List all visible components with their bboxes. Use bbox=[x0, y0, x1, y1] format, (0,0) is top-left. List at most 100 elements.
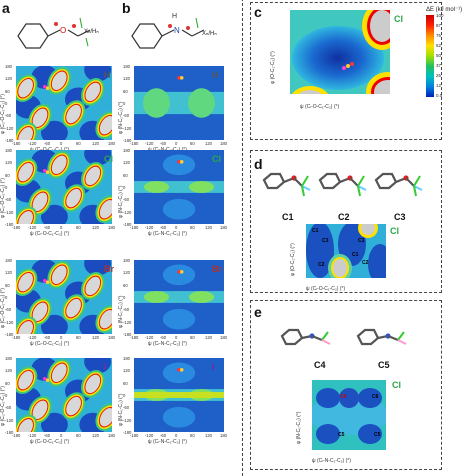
panel-a-ytitle: φ (C₂-O-C₁-C₂) (°) bbox=[0, 288, 6, 328]
panel-b-ytick: 0 bbox=[123, 393, 126, 398]
panel-a-ytick: 60 bbox=[5, 380, 10, 386]
marker-c5-b: C5 bbox=[374, 432, 381, 438]
panel-b-ytitle: φ (N-C₁-C₂) (°) bbox=[118, 295, 124, 328]
panel-a-xtick: -120 bbox=[28, 433, 37, 438]
panel-e-xtitle: ψ (Cₗ-N-C₁-C₂) (°) bbox=[312, 458, 351, 464]
panel-b-xtick: 180 bbox=[220, 141, 227, 146]
panel-a-ytick: 60 bbox=[5, 172, 10, 178]
panel-b-ytick: 180 bbox=[123, 356, 130, 361]
colorbar bbox=[426, 15, 434, 97]
panel-b-xtick: 120 bbox=[205, 225, 212, 230]
panel-a-xtick: -120 bbox=[28, 225, 37, 230]
panel-a-xtick: 180 bbox=[108, 335, 115, 340]
panel-a-xtitle: ψ (Cₗ-O-C₁-C₂) (°) bbox=[30, 341, 70, 347]
panel-label-a: a bbox=[2, 0, 10, 16]
panel-a-xtitle: ψ (Cₗ-O-C₁-C₂) (°) bbox=[30, 439, 70, 445]
panel-a-ytick: 120 bbox=[5, 160, 12, 166]
panel-a-xtick: 180 bbox=[108, 141, 115, 146]
panel-a-xtick: 120 bbox=[92, 335, 99, 340]
panel-b-ytitle: φ (N-C₁-C₂) (°) bbox=[118, 101, 124, 134]
panel-b-ytick: 0 bbox=[123, 295, 126, 300]
marker-c2-a: C2 bbox=[318, 262, 325, 268]
panel-a-xtick: 0 bbox=[60, 141, 63, 146]
panel-a-ytick: -180 bbox=[5, 430, 14, 435]
panel-a-energy-map bbox=[16, 150, 112, 224]
panel-a-energy-map bbox=[16, 66, 112, 140]
panel-a-ytick: -60 bbox=[5, 405, 12, 411]
panel-b-ytick: 60 bbox=[123, 88, 128, 94]
panel-b-ytitle: φ (N-C₁-C₂) (°) bbox=[118, 393, 124, 426]
panel-b-xtick: -120 bbox=[145, 141, 154, 146]
marker-c3-b: C3 bbox=[358, 238, 365, 244]
panel-a-ytick: -120 bbox=[5, 319, 14, 325]
panel-a-ytick: 180 bbox=[5, 64, 12, 69]
panel-a-ytick: -120 bbox=[5, 417, 14, 423]
panel-a-ytick: 120 bbox=[5, 368, 12, 374]
panel-e-energy-map bbox=[312, 380, 386, 450]
panel-a-energy-map bbox=[16, 260, 112, 334]
panel-a-xtick: 0 bbox=[60, 225, 63, 230]
panel-a-ytick: 120 bbox=[5, 76, 12, 82]
panel-label-d: d bbox=[254, 156, 263, 172]
panel-b-xtick: 0 bbox=[175, 335, 178, 340]
panel-a-ytick: -60 bbox=[5, 307, 12, 313]
panel-b-ytick: 180 bbox=[123, 64, 130, 69]
panel-b-xtick: -60 bbox=[160, 433, 167, 438]
separator-dashed bbox=[233, 0, 243, 476]
panel-b-ytick: -120 bbox=[123, 319, 132, 325]
panel-b-halogen: Br bbox=[212, 264, 223, 274]
panel-e-ytitle: φ (N-C₁-C₂) (°) bbox=[296, 411, 302, 444]
panel-b-ytick: -60 bbox=[123, 307, 130, 313]
structure-a-icon: O bbox=[17, 17, 91, 49]
panel-a-halogen: Br bbox=[104, 264, 115, 274]
panel-a-xtick: 0 bbox=[60, 335, 63, 340]
colorbar-tick-label: 62 bbox=[436, 43, 442, 48]
marker-c1-b: C1 bbox=[352, 252, 359, 258]
panel-b-xtick: 0 bbox=[175, 225, 178, 230]
panel-a-xtick: 120 bbox=[92, 225, 99, 230]
panel-b-xtick: 60 bbox=[190, 225, 195, 230]
panel-a-xtick: 0 bbox=[60, 433, 63, 438]
panel-b-ytitle: φ (N-C₁-C₂) (°) bbox=[118, 185, 124, 218]
panel-b-ytick: -60 bbox=[123, 113, 130, 119]
panel-c-xtitle: ψ (Cₗ-O-C₁-C₂) (°) bbox=[300, 104, 340, 110]
panel-b-xtick: 0 bbox=[175, 433, 178, 438]
panel-d-frame bbox=[250, 150, 442, 293]
conformer-label-c1: C1 bbox=[282, 212, 294, 222]
panel-b-ytick: 0 bbox=[123, 185, 126, 190]
panel-b-xtick: 60 bbox=[190, 141, 195, 146]
conformer-label-c2: C2 bbox=[338, 212, 350, 222]
panel-c-ytitle: φ (O-C₁-C₂) (°) bbox=[270, 51, 276, 84]
panel-b-xtick: -120 bbox=[145, 335, 154, 340]
panel-label-e: e bbox=[254, 304, 262, 320]
panel-b-ytick: -180 bbox=[123, 430, 132, 435]
panel-a-energy-map bbox=[16, 358, 112, 432]
panel-a-xtick: -120 bbox=[28, 335, 37, 340]
panel-a-xtick: -120 bbox=[28, 141, 37, 146]
panel-b-xtick: -60 bbox=[160, 141, 167, 146]
panel-b-xtick: -180 bbox=[130, 335, 139, 340]
panel-a-xtick: 60 bbox=[76, 225, 81, 230]
panel-b-xtick: -60 bbox=[160, 335, 167, 340]
conformer-molecules-d-icon bbox=[262, 172, 423, 197]
panel-d-energy-map bbox=[306, 224, 386, 278]
panel-a-xtick: -180 bbox=[12, 141, 21, 146]
panel-b-xtick: -120 bbox=[145, 225, 154, 230]
panel-b-xtick: 180 bbox=[220, 225, 227, 230]
panel-b-xtick: 180 bbox=[220, 433, 227, 438]
panel-a-xtick: 60 bbox=[76, 141, 81, 146]
panel-a-ytick: 180 bbox=[5, 356, 12, 361]
panel-b-ytick: -180 bbox=[123, 332, 132, 337]
colorbar-tick-label: 50 bbox=[436, 53, 442, 58]
panel-a-ytitle: φ (C₂-O-C₁-C₂) (°) bbox=[0, 386, 6, 426]
panel-a-ytick: 60 bbox=[5, 282, 10, 288]
panel-b-halogen: H bbox=[212, 70, 219, 80]
panel-a-ytick: 180 bbox=[5, 258, 12, 263]
panel-a-ytick: 60 bbox=[5, 88, 10, 94]
conformer-label-c4: C4 bbox=[314, 360, 326, 370]
svg-text:O: O bbox=[60, 26, 66, 35]
panel-a-xtick: 180 bbox=[108, 225, 115, 230]
panel-b-xtitle: ψ (Cₗ-N-C₁-C₂) (°) bbox=[148, 231, 187, 237]
panel-label-c: c bbox=[254, 4, 262, 20]
marker-c4: C4 bbox=[340, 394, 347, 400]
